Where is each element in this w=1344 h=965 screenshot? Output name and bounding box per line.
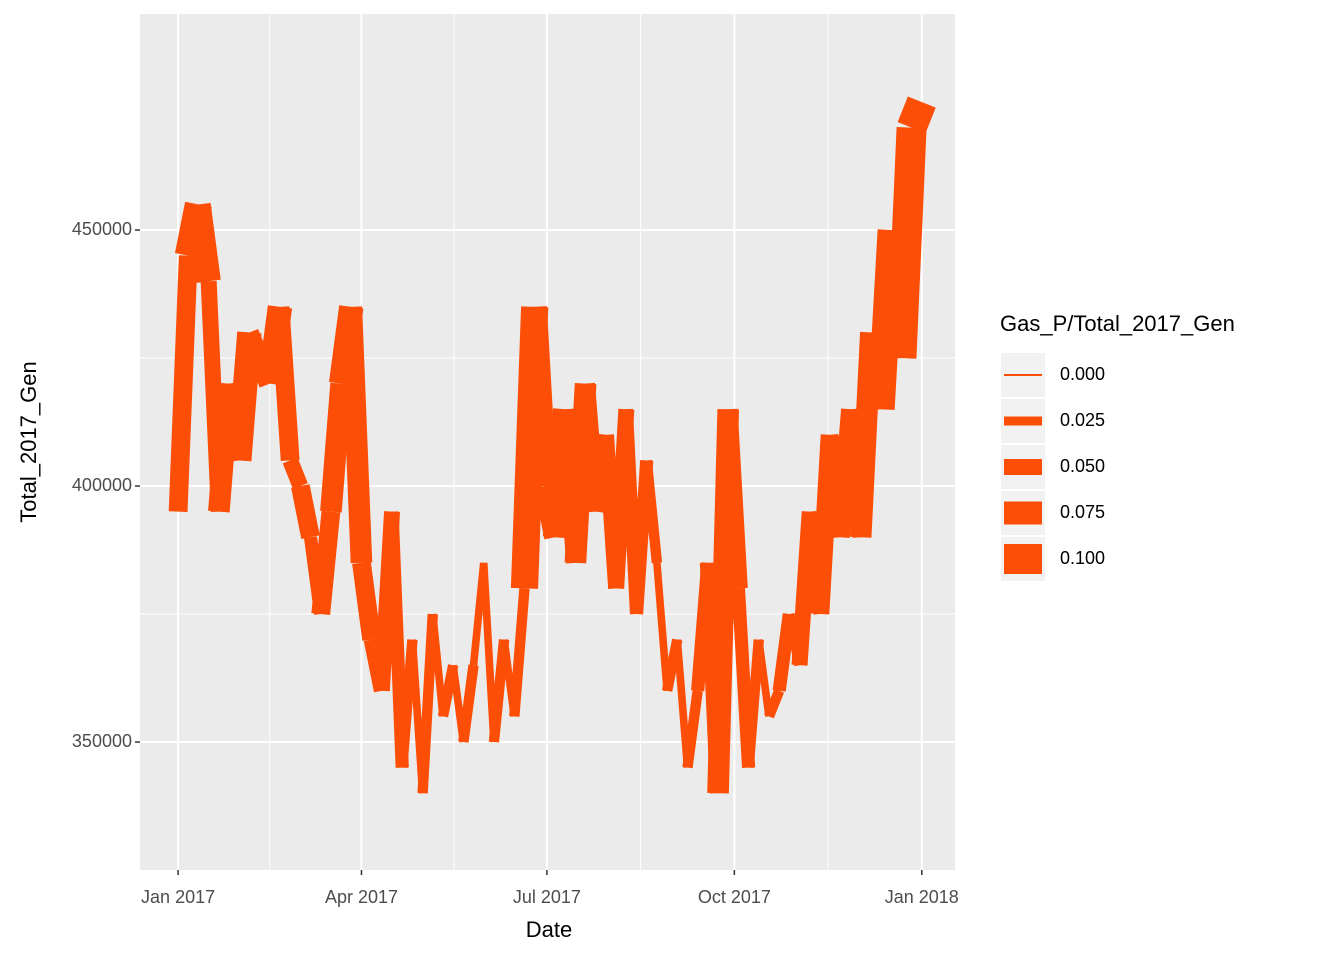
line-segment bbox=[227, 331, 262, 462]
legend-label: 0.025 bbox=[1060, 410, 1105, 430]
line-segment bbox=[186, 202, 221, 283]
line-segment bbox=[743, 639, 764, 769]
line-segment bbox=[352, 561, 381, 641]
y-axis-title: Total_2017_Gen bbox=[16, 361, 41, 522]
legend-title: Gas_P/Total_2017_Gen bbox=[1000, 311, 1235, 336]
line-segment bbox=[509, 588, 530, 717]
legend-label: 0.000 bbox=[1060, 364, 1105, 384]
line-segment bbox=[897, 96, 936, 134]
line-segment bbox=[282, 457, 308, 489]
line-segment bbox=[764, 688, 784, 719]
legend-label: 0.050 bbox=[1060, 456, 1105, 476]
x-tick-label: Jan 2018 bbox=[885, 887, 959, 907]
x-tick-label: Jul 2017 bbox=[513, 887, 581, 907]
x-tick-label: Jan 2017 bbox=[141, 887, 215, 907]
legend-label: 0.075 bbox=[1060, 502, 1105, 522]
line-segment bbox=[270, 306, 300, 462]
line-segment bbox=[488, 639, 510, 743]
line-segment bbox=[682, 690, 703, 769]
line-segment bbox=[641, 459, 663, 564]
y-tick-label: 350000 bbox=[72, 731, 132, 751]
line-segment bbox=[311, 510, 341, 615]
line-segment bbox=[417, 613, 438, 794]
x-tick-label: Apr 2017 bbox=[325, 887, 398, 907]
line-segment bbox=[340, 306, 373, 564]
y-tick-label: 400000 bbox=[72, 475, 132, 495]
x-tick-label: Oct 2017 bbox=[698, 887, 771, 907]
line-segment bbox=[755, 639, 773, 717]
line-segment bbox=[458, 664, 479, 743]
line-series bbox=[168, 96, 936, 794]
line-segment bbox=[522, 306, 558, 487]
legend-label: 0.100 bbox=[1060, 548, 1105, 568]
line-segment bbox=[886, 126, 927, 359]
line-segment bbox=[291, 484, 320, 540]
line-segment bbox=[718, 408, 748, 589]
line-segment bbox=[653, 562, 671, 692]
line-segment bbox=[320, 382, 352, 513]
y-tick-label: 450000 bbox=[72, 219, 132, 239]
x-axis-title: Date bbox=[526, 917, 572, 942]
line-segment bbox=[240, 328, 269, 362]
line-segment bbox=[168, 255, 198, 513]
